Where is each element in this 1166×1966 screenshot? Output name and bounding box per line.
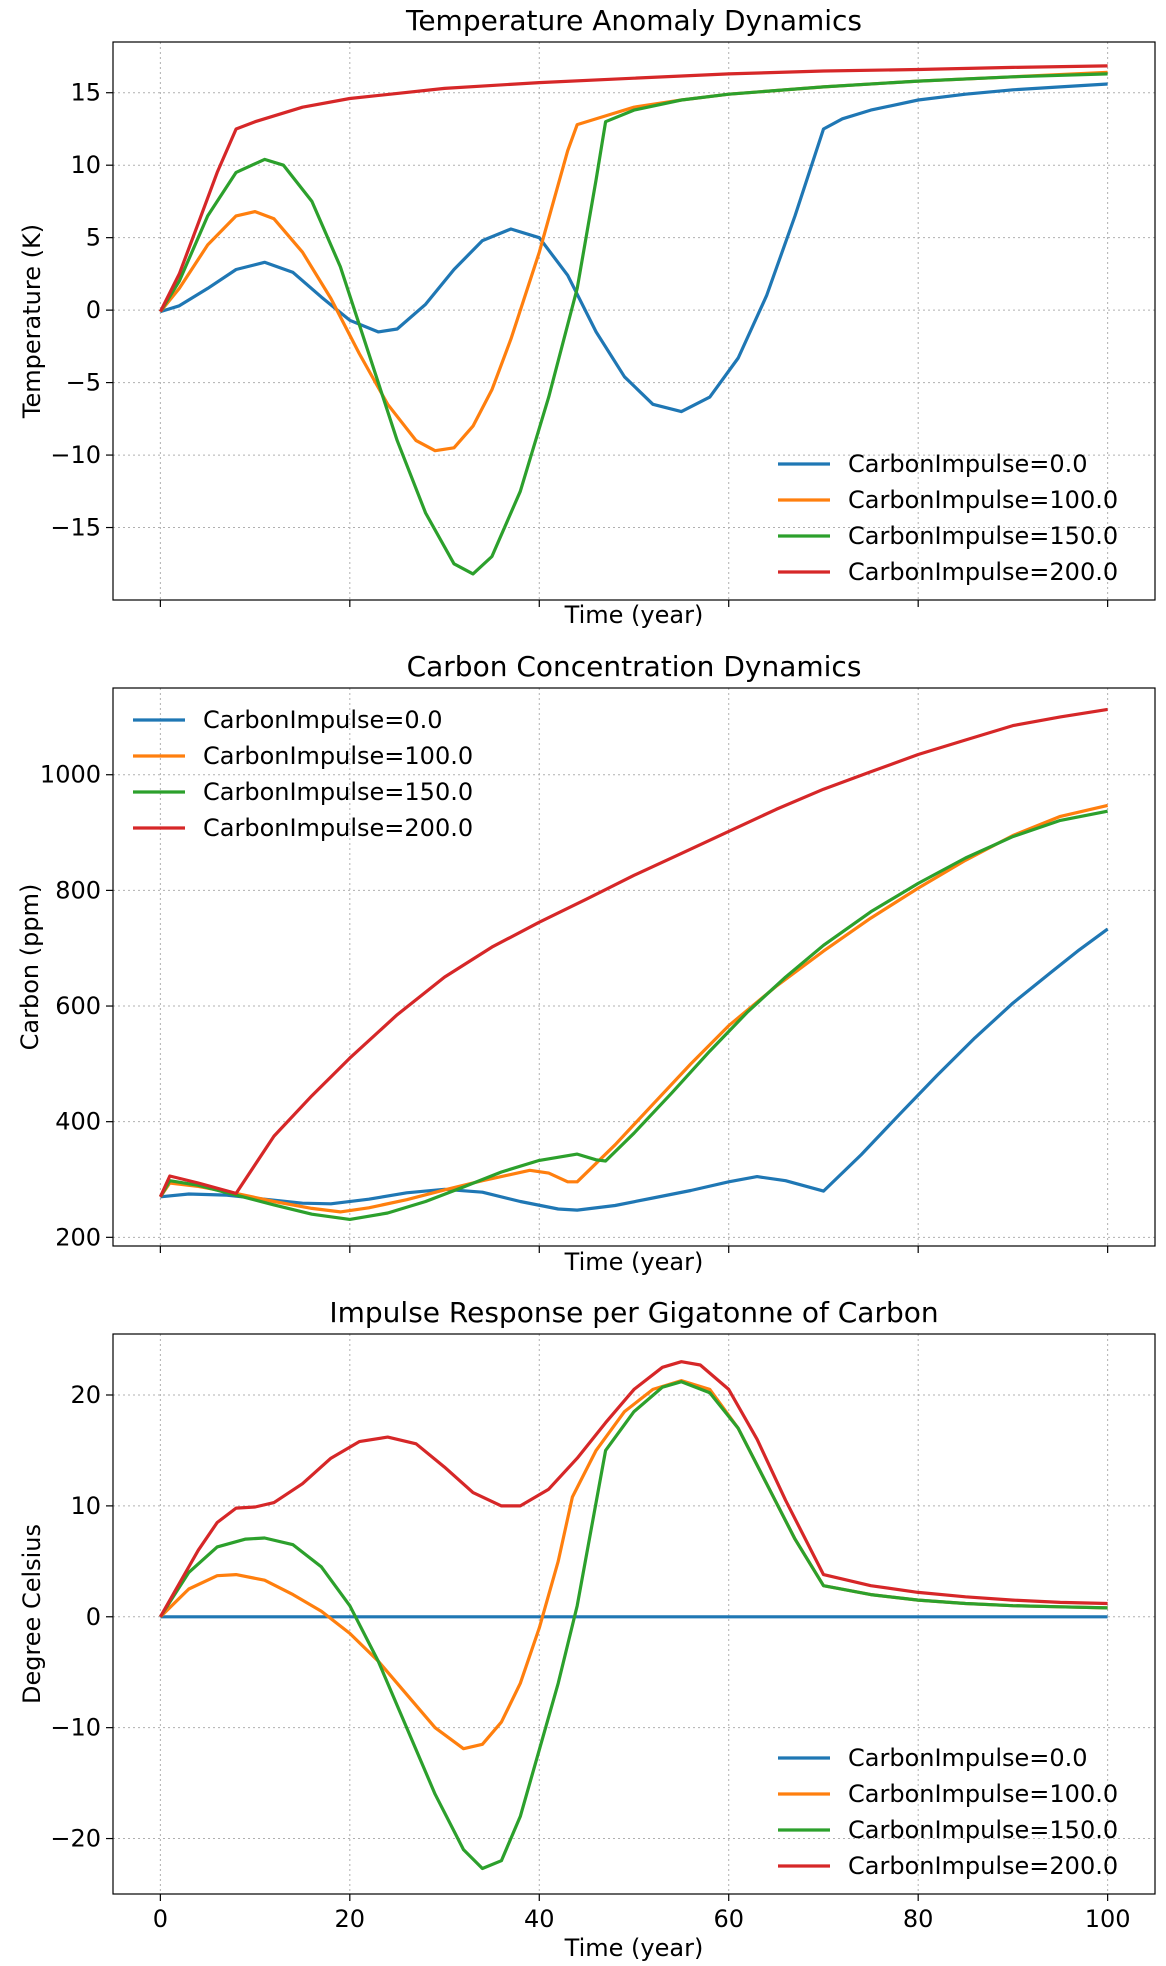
x-tick-label: 60 [713, 1905, 744, 1933]
legend-label: CarbonImpulse=150.0 [203, 778, 473, 806]
y-tick-label: 200 [55, 1223, 101, 1251]
y-axis-label: Temperature (K) [18, 224, 46, 419]
x-axis-label: Time (year) [564, 1934, 704, 1962]
x-tick-label: 80 [903, 1905, 934, 1933]
legend: CarbonImpulse=0.0 CarbonImpulse=100.0 Carb… [778, 1744, 1118, 1880]
series-line-3 [159, 809, 1108, 1221]
x-tick-label: 20 [335, 1905, 366, 1933]
legend-label: CarbonImpulse=0.0 [203, 706, 443, 734]
series-line-4 [158, 64, 1108, 313]
y-tick-label: −5 [66, 369, 101, 397]
series-line-3 [159, 1380, 1108, 1871]
chart-title: Carbon Concentration Dynamics [407, 650, 862, 683]
series-line-4 [159, 1360, 1108, 1618]
legend-label: CarbonImpulse=100.0 [203, 742, 473, 770]
y-tick-label: 5 [86, 224, 101, 252]
axes-frame [112, 41, 1156, 601]
series-line-3 [159, 72, 1108, 576]
chart-title: Temperature Anomaly Dynamics [405, 4, 862, 37]
legend-label: CarbonImpulse=200.0 [848, 1852, 1118, 1880]
x-tick-label: 100 [1085, 1905, 1131, 1933]
y-tick-label: 20 [70, 1381, 101, 1409]
y-tick-label: 15 [70, 79, 101, 107]
y-tick-label: −10 [50, 1714, 101, 1742]
y-tick-label: 800 [55, 876, 101, 904]
y-tick-label: −15 [50, 514, 101, 542]
y-axis-label: Carbon (ppm) [16, 884, 44, 1051]
chart-title: Impulse Response per Gigatonne of Carbon [329, 1296, 938, 1329]
legend-label: CarbonImpulse=100.0 [848, 486, 1118, 514]
y-tick-label: 0 [86, 296, 101, 324]
y-tick-label: 10 [70, 151, 101, 179]
series-line-1 [160, 927, 1109, 1212]
legend: CarbonImpulse=0.0 CarbonImpulse=100.0 Carb… [133, 706, 473, 842]
y-tick-label: 1000 [40, 761, 101, 789]
y-tick-label: −20 [50, 1825, 101, 1853]
x-tick-label: 0 [153, 1905, 168, 1933]
y-tick-label: 400 [55, 1108, 101, 1136]
x-tick-label: 40 [524, 1905, 555, 1933]
series-line-2 [159, 1379, 1108, 1751]
chart-panel-2: Carbon Concentration Dynamics 200 400 600 80… [16, 650, 1156, 1276]
series-line-2 [159, 70, 1108, 453]
series-line-1 [159, 82, 1108, 414]
legend: CarbonImpulse=0.0 CarbonImpulse=100.0 Carb… [778, 450, 1118, 586]
axes-frame [112, 687, 1156, 1247]
chart-panel-3: Impulse Response per Gigatonne of Carbon… [18, 1296, 1156, 1962]
x-axis-label: Time (year) [564, 1248, 704, 1276]
legend-label: CarbonImpulse=200.0 [848, 558, 1118, 586]
legend-label: CarbonImpulse=0.0 [848, 450, 1088, 478]
legend-label: CarbonImpulse=100.0 [848, 1780, 1118, 1808]
y-axis-label: Degree Celsius [18, 1524, 46, 1704]
y-tick-label: 10 [70, 1492, 101, 1520]
legend-label: CarbonImpulse=0.0 [848, 1744, 1088, 1772]
x-axis-label: Time (year) [564, 601, 704, 629]
y-tick-label: −10 [50, 441, 101, 469]
y-tick-label: 600 [55, 992, 101, 1020]
series-line-4 [158, 707, 1108, 1198]
chart-panel-1: Temperature Anomaly Dynamics −15 −10 −5 0 5 10… [18, 4, 1156, 629]
axes-frame [112, 1333, 1156, 1895]
legend-label: CarbonImpulse=150.0 [848, 522, 1118, 550]
legend-label: CarbonImpulse=200.0 [203, 814, 473, 842]
legend-label: CarbonImpulse=150.0 [848, 1816, 1118, 1844]
series-line-2 [159, 803, 1108, 1214]
y-tick-label: 0 [86, 1603, 101, 1631]
